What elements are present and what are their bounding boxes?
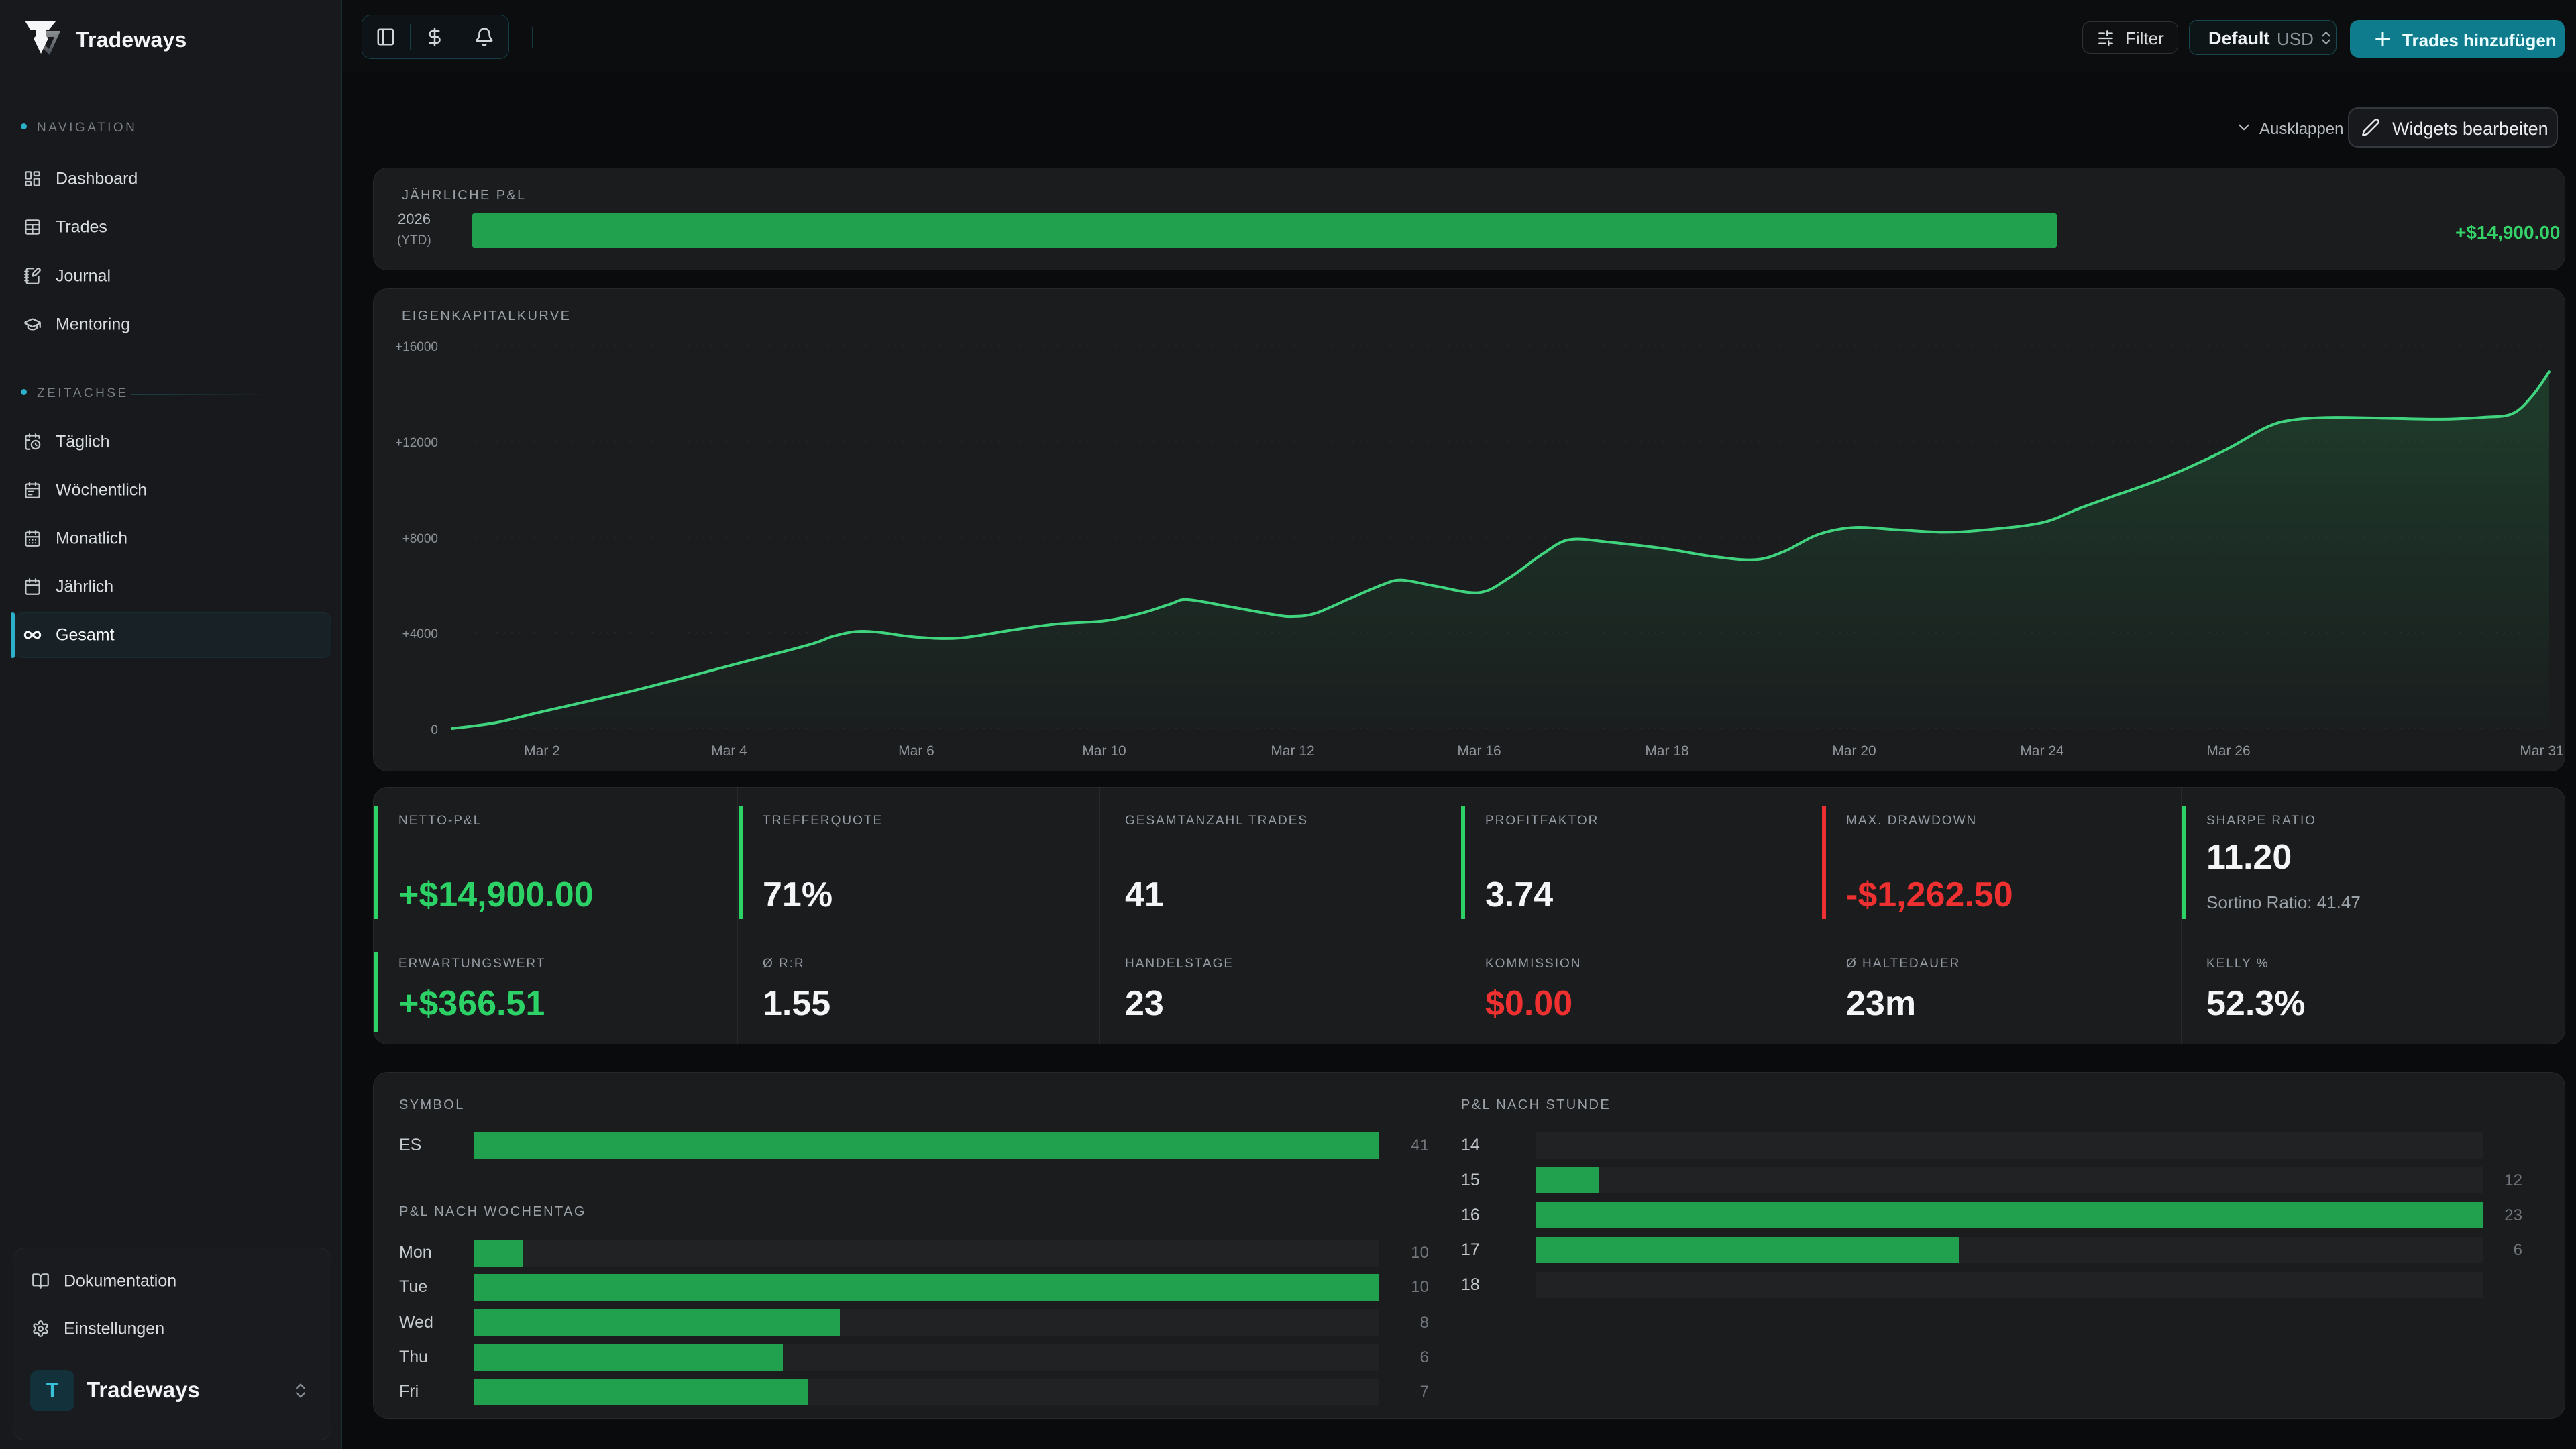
svg-text:Mar 26: Mar 26 bbox=[2206, 743, 2250, 759]
svg-text:+16000: +16000 bbox=[395, 340, 438, 354]
svg-text:+12000: +12000 bbox=[395, 436, 438, 450]
svg-text:Mar 16: Mar 16 bbox=[1457, 743, 1501, 759]
svg-text:Mar 24: Mar 24 bbox=[2020, 743, 2064, 759]
svg-text:+8000: +8000 bbox=[402, 532, 438, 546]
svg-text:Mar 10: Mar 10 bbox=[1082, 743, 1126, 759]
svg-text:Mar 12: Mar 12 bbox=[1271, 743, 1314, 759]
svg-text:0: 0 bbox=[431, 723, 438, 737]
svg-text:Mar 18: Mar 18 bbox=[1645, 743, 1688, 759]
svg-text:Mar 6: Mar 6 bbox=[898, 743, 934, 759]
svg-text:Mar 20: Mar 20 bbox=[1832, 743, 1876, 759]
svg-text:Mar 31: Mar 31 bbox=[2520, 743, 2563, 759]
svg-text:+4000: +4000 bbox=[402, 627, 438, 641]
svg-text:Mar 2: Mar 2 bbox=[524, 743, 560, 759]
svg-text:Mar 4: Mar 4 bbox=[711, 743, 747, 759]
